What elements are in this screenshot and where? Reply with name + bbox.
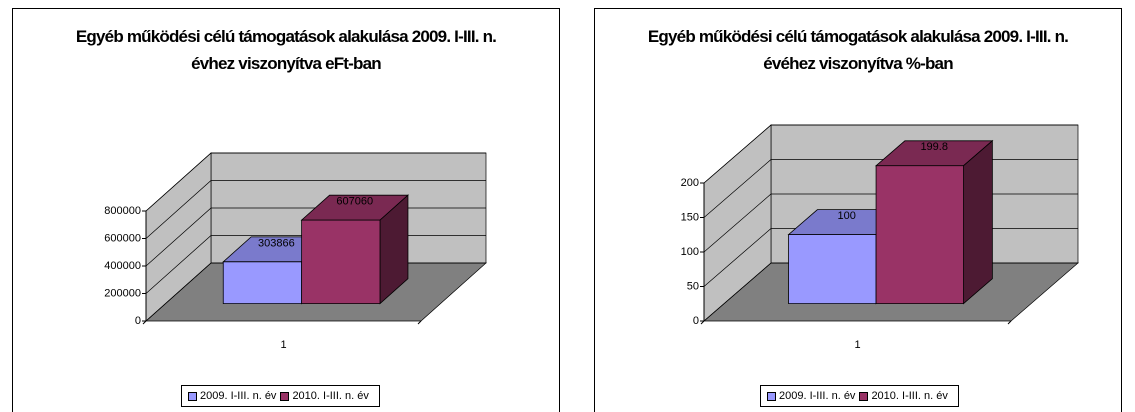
legend-label: 2009. I-III. n. év: [779, 390, 856, 402]
y-tick-label: 100: [681, 246, 699, 258]
y-tick-label: 400000: [104, 260, 141, 272]
chart-box: Egyéb működési célú támogatások alakulás…: [12, 8, 560, 412]
legend-label: 2009. I-III. n. év: [200, 390, 277, 402]
legend-swatch: [767, 391, 776, 401]
chart-box: Egyéb működési célú támogatások alakulás…: [594, 8, 1122, 412]
x-tick: [142, 320, 147, 325]
x-tick: [417, 320, 422, 325]
grid-line: [145, 152, 486, 212]
legend-swatch: [280, 391, 290, 401]
legend-label: 2010. I-III. n. év: [871, 390, 948, 402]
grid-line: [145, 180, 486, 239]
bar: [222, 261, 303, 305]
y-tick-label: 600000: [104, 232, 141, 244]
plot: 0 50 100 150 200 1 100 199.8: [681, 124, 1079, 351]
y-tick-label: 0: [135, 315, 141, 327]
legend-item: 2009. I-III. n. év: [767, 390, 855, 402]
x-tick: [1007, 320, 1012, 325]
y-tick-label: 200: [681, 177, 699, 189]
y-tick-label: 150: [681, 211, 699, 223]
bar: [301, 219, 381, 305]
legend: 2009. I-III. n. év 2010. I-III. n. év: [760, 385, 959, 407]
data-label: 607060: [336, 196, 373, 208]
legend-item: 2009. I-III. n. év: [188, 390, 276, 402]
data-label: 303866: [258, 237, 295, 249]
y-tick-label: 800000: [104, 205, 141, 217]
bar: [788, 234, 877, 305]
legend-label: 2010. I-III. n. év: [292, 390, 369, 402]
data-label: 100: [838, 210, 856, 222]
chart-title: Egyéb működési célú támogatások alakulás…: [75, 27, 497, 73]
bar-side: [963, 139, 993, 305]
legend: 2009. I-III. n. év 2010. I-III. n. év: [181, 385, 380, 407]
x-tick: [700, 320, 705, 325]
grid-line: [703, 124, 1078, 184]
legend-swatch: [188, 391, 197, 401]
legend-item: 2010. I-III. n. év: [859, 390, 948, 402]
x-tick-label: 1: [280, 339, 286, 351]
bar: [875, 165, 964, 305]
y-tick-label: 0: [693, 315, 699, 327]
data-label: 199.8: [920, 141, 948, 153]
y-tick-label: 200000: [104, 287, 141, 299]
chart-title: Egyéb működési célú támogatások alakulás…: [647, 27, 1069, 73]
x-tick-label: 1: [854, 339, 860, 351]
y-tick-label: 50: [687, 280, 699, 292]
legend-item: 2010. I-III. n. év: [280, 390, 369, 402]
legend-swatch: [859, 391, 869, 401]
plot: 0 200000 400000 600000 800000 1 303866 607060: [104, 152, 487, 351]
